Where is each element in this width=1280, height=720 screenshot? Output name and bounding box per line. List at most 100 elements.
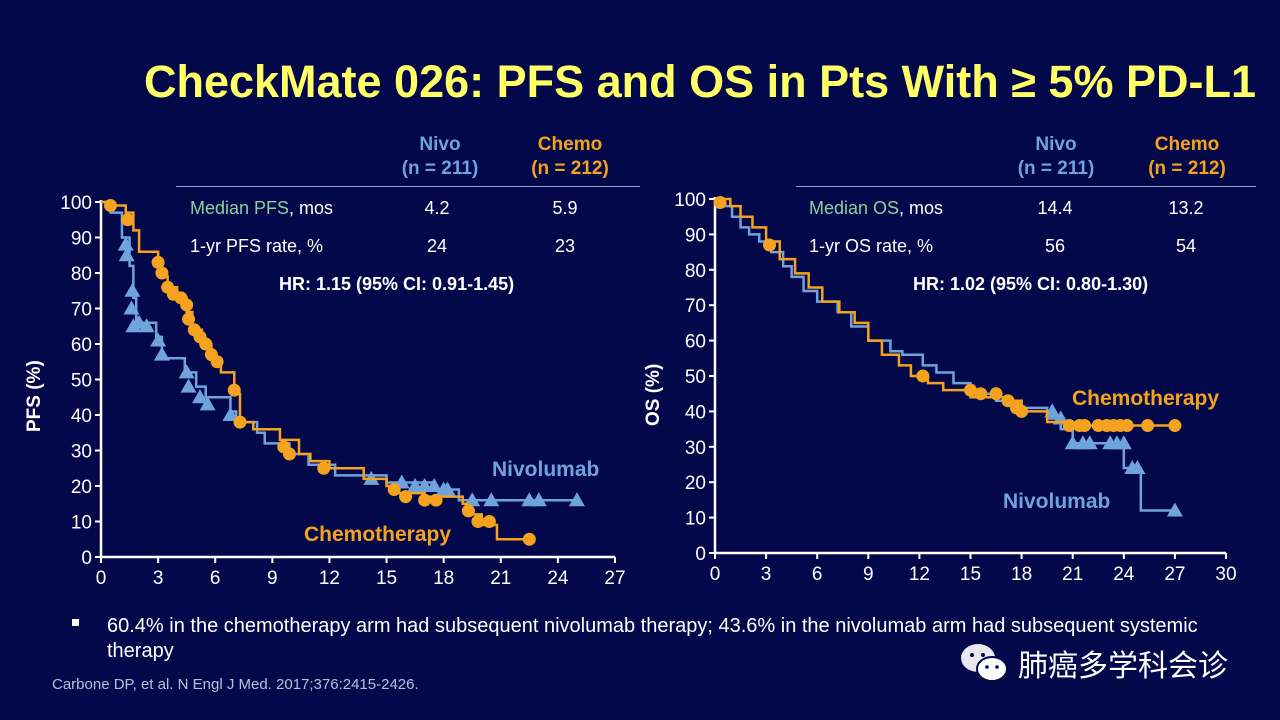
watermark: 肺癌多学科会诊 (958, 640, 1228, 686)
pfs-chemotherapy-censor-marker (104, 199, 118, 213)
pfs-chemotherapy-censor-marker (121, 213, 135, 227)
os-y-tick-label: 90 (685, 225, 706, 246)
footnote-bullet: 60.4% in the chemotherapy arm had subseq… (72, 614, 1222, 664)
os-1yr-chemo: 54 (1175, 236, 1197, 256)
pfs-chemo-n: (n = 212) (531, 158, 609, 179)
pfs-x-tick-label: 15 (376, 568, 397, 589)
pfs-chemotherapy-label: Chemotherapy (304, 523, 452, 546)
pfs-x-tick-label: 6 (210, 568, 221, 589)
os-chemo-header: Chemo (n = 212) (1127, 133, 1247, 181)
pfs-nivolumab-censor-marker (123, 300, 140, 315)
pfs-chemotherapy-censor-marker (418, 493, 432, 507)
os-chemotherapy-censor-marker (989, 387, 1003, 401)
os-chemotherapy-censor-marker (713, 196, 727, 210)
os-nivolumab-censor-marker (1081, 435, 1098, 450)
pfs-chemo-header: Chemo (n = 212) (510, 133, 630, 181)
os-nivolumab-censor-marker (1129, 460, 1146, 475)
pfs-chemotherapy-censor-marker (233, 415, 247, 429)
os-x-tick-label: 18 (1011, 564, 1032, 585)
pfs-nivolumab-censor-marker (568, 492, 585, 507)
pfs-x-tick-label: 21 (490, 568, 511, 589)
pfs-nivolumab-censor-marker (117, 236, 134, 251)
slide-title: CheckMate 026: PFS and OS in Pts With ≥ … (143, 56, 1256, 107)
os-y-tick-label: 20 (685, 473, 706, 494)
bullet-square-icon (72, 619, 79, 627)
pfs-y-tick-label: 80 (71, 264, 92, 285)
pfs-x-tick-label: 18 (433, 568, 454, 589)
os-median-label-unit: , mos (899, 198, 944, 218)
pfs-nivolumab-censor-marker (150, 332, 167, 347)
pfs-chemotherapy-censor-marker (461, 504, 475, 518)
os-chemo-header-label: Chemo (1154, 134, 1220, 155)
pfs-nivo-n: (n = 211) (401, 158, 479, 179)
pfs-median-label-highlight: Median PFS (190, 198, 290, 218)
pfs-nivolumab-censor-marker (439, 481, 456, 496)
pfs-chemotherapy-censor-marker (151, 255, 165, 269)
pfs-row-median-label: Median PFS, mos (190, 198, 333, 219)
pfs-x-tick-label: 0 (96, 568, 107, 589)
os-1yr-nivo: 56 (1044, 236, 1066, 256)
pfs-y-tick-label: 70 (71, 300, 92, 321)
os-chemotherapy-censor-marker (1062, 419, 1076, 433)
pfs-chemotherapy-censor-marker (429, 493, 443, 507)
pfs-x-tick-label: 9 (267, 568, 278, 589)
pfs-nivo-header-label: Nivo (419, 134, 461, 155)
pfs-chemotherapy-censor-marker (471, 515, 485, 528)
pfs-y-tick-label: 40 (71, 406, 92, 427)
pfs-chemotherapy-censor-marker (210, 355, 224, 369)
pfs-hazard-ratio: HR: 1.15 (95% CI: 0.91-1.45) (279, 274, 515, 294)
os-chemotherapy-censor-marker (916, 369, 930, 383)
os-x-tick-label: 30 (1215, 564, 1236, 585)
pfs-1yr-chemo: 23 (554, 236, 576, 256)
pfs-nivolumab-censor-marker (178, 364, 195, 379)
os-x-tick-label: 3 (761, 564, 772, 585)
pfs-y-axis-label: PFS (%) (24, 360, 45, 432)
os-nivo-header-label: Nivo (1035, 134, 1077, 155)
os-median-nivo: 14.4 (1037, 198, 1073, 218)
pfs-nivolumab-censor-marker (222, 407, 239, 421)
pfs-chemotherapy-censor-marker (227, 383, 241, 397)
pfs-x-tick-label: 24 (547, 568, 569, 589)
os-nivolumab-curve (715, 197, 1175, 512)
pfs-chemotherapy-censor-marker (199, 337, 213, 351)
pfs-chemotherapy-censor-marker (522, 532, 536, 546)
os-x-tick-label: 9 (863, 564, 874, 585)
os-y-tick-label: 40 (685, 402, 706, 423)
pfs-x-tick-label: 12 (319, 568, 340, 589)
pfs-nivolumab-censor-marker (483, 492, 500, 507)
pfs-table-divider (176, 186, 640, 187)
os-y-tick-label: 60 (685, 332, 706, 353)
pfs-chemotherapy-censor-marker (399, 490, 413, 504)
reference-citation: Carbone DP, et al. N Engl J Med. 2017;37… (52, 676, 419, 693)
pfs-chemotherapy-censor-marker (387, 483, 401, 497)
pfs-x-tick-label: 27 (604, 568, 625, 589)
pfs-nivolumab-censor-marker (153, 346, 170, 361)
os-chemotherapy-label: Chemotherapy (1072, 387, 1220, 410)
pfs-chemotherapy-censor-marker (182, 312, 196, 326)
pfs-x-tick-label: 3 (153, 568, 164, 589)
os-y-tick-label: 0 (695, 544, 706, 565)
pfs-nivolumab-censor-marker (180, 378, 197, 393)
os-x-tick-label: 0 (710, 564, 721, 585)
pfs-median-label-unit: , mos (289, 198, 334, 218)
os-chemo-n: (n = 212) (1148, 158, 1226, 179)
os-chemotherapy-censor-marker (964, 383, 977, 397)
pfs-y-tick-label: 20 (71, 477, 92, 498)
os-x-tick-label: 12 (909, 564, 930, 585)
os-y-axis-label: OS (%) (643, 363, 664, 426)
pfs-chemotherapy-censor-marker (282, 447, 296, 461)
os-hazard-ratio: HR: 1.02 (95% CI: 0.80-1.30) (913, 274, 1149, 294)
os-y-tick-label: 100 (674, 190, 706, 211)
os-x-tick-label: 24 (1113, 564, 1135, 585)
footnote-text: 60.4% in the chemotherapy arm had subseq… (107, 615, 1198, 662)
os-chemotherapy-censor-marker (1001, 394, 1015, 408)
pfs-nivolumab-censor-marker (124, 282, 141, 297)
pfs-nivolumab-censor-marker (530, 492, 547, 507)
os-nivo-header: Nivo (n = 211) (996, 133, 1116, 181)
os-chemotherapy-censor-marker (1015, 404, 1029, 418)
pfs-1yr-label: 1-yr PFS rate, % (190, 236, 324, 256)
pfs-nivolumab-curve (101, 200, 577, 502)
os-chemotherapy-censor-marker (974, 387, 988, 401)
os-nivolumab-label: Nivolumab (1003, 490, 1111, 513)
